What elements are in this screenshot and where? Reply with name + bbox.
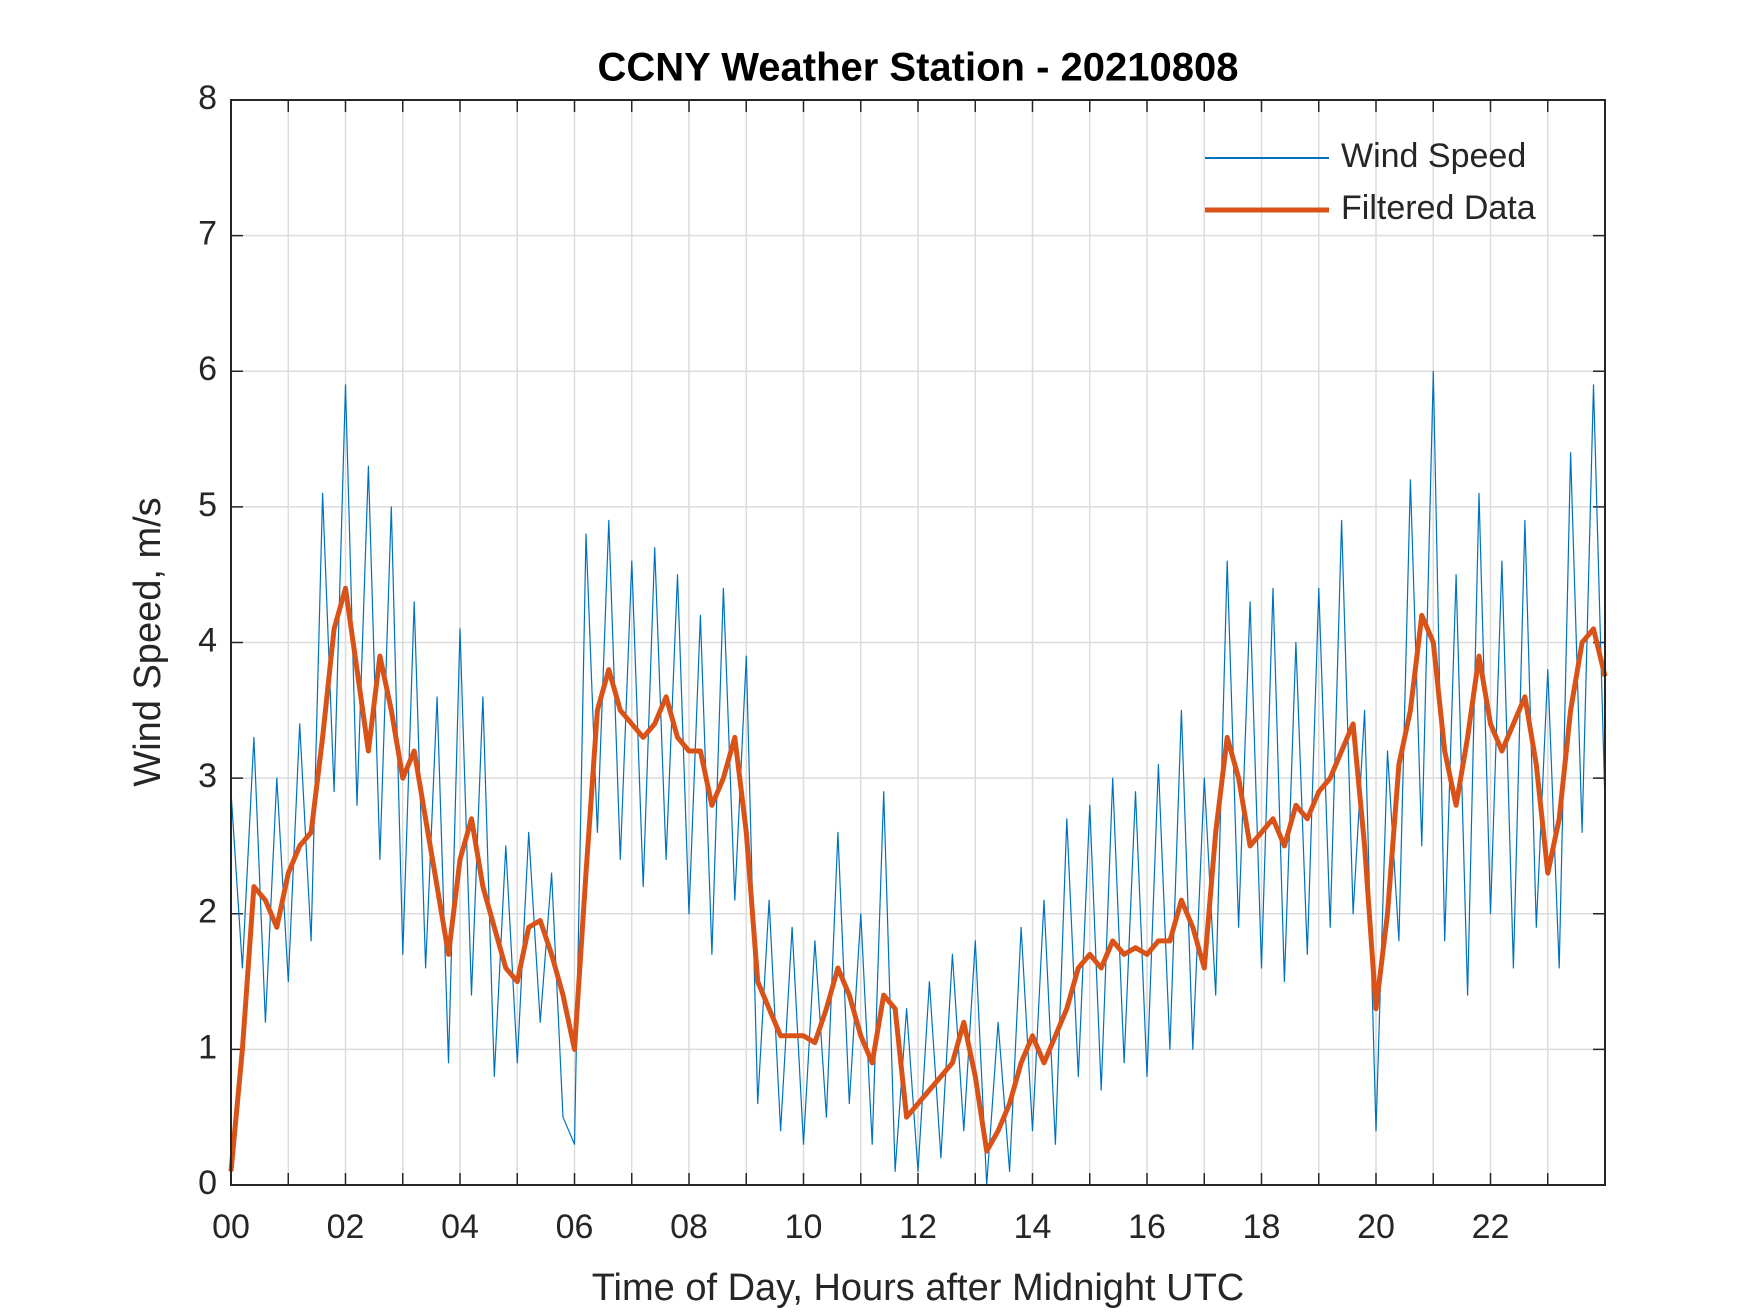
- y-tick-label: 7: [198, 215, 217, 253]
- y-tick-label: 4: [198, 621, 217, 659]
- data-line: [230, 370, 1606, 1186]
- data-line: [228, 585, 1608, 1172]
- x-tick-label: 20: [1357, 1208, 1395, 1246]
- x-tick-label: 04: [441, 1208, 479, 1246]
- x-tick-label: 02: [327, 1208, 365, 1246]
- chart-title: CCNY Weather Station - 20210808: [598, 46, 1239, 90]
- x-tick-label: 16: [1128, 1208, 1166, 1246]
- y-tick-label: 5: [198, 486, 217, 524]
- legend-label: Filtered Data: [1341, 189, 1536, 227]
- legend-label: Wind Speed: [1341, 137, 1526, 175]
- y-tick-label: 8: [198, 79, 217, 117]
- y-tick-label: 6: [198, 350, 217, 388]
- x-tick-label: 00: [212, 1208, 250, 1246]
- y-tick-label: 2: [198, 893, 217, 931]
- x-tick-label: 18: [1243, 1208, 1281, 1246]
- x-axis-label: Time of Day, Hours after Midnight UTC: [592, 1267, 1245, 1309]
- x-tick-label: 06: [556, 1208, 594, 1246]
- y-tick-label: 3: [198, 757, 217, 795]
- x-tick-label: 10: [785, 1208, 823, 1246]
- plot-area: [228, 370, 1608, 1186]
- x-tick-label: 08: [670, 1208, 708, 1246]
- x-tick-label: 22: [1472, 1208, 1510, 1246]
- y-tick-label: 0: [198, 1164, 217, 1202]
- y-axis-label: Wind Speed, m/s: [127, 497, 169, 786]
- axes-frame: [230, 99, 1606, 1186]
- y-tick-label: 1: [198, 1028, 217, 1066]
- x-tick-label: 12: [899, 1208, 937, 1246]
- legend: Wind Speed Filtered Data: [1205, 137, 1536, 227]
- x-tick-label: 14: [1014, 1208, 1052, 1246]
